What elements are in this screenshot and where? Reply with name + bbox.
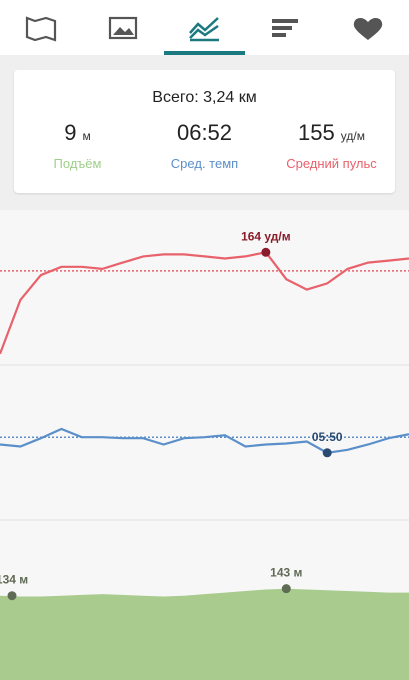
marker-label: 134 м (0, 573, 28, 587)
data-line (0, 251, 409, 355)
pace-value: 06:52 (176, 120, 233, 145)
marker-label: 164 уд/м (241, 229, 291, 243)
marker-label: 143 м (270, 566, 302, 580)
data-line (0, 427, 409, 454)
laps-tab[interactable] (272, 19, 298, 37)
marker (261, 247, 271, 257)
marker (281, 584, 291, 594)
chart-tab[interactable] (189, 17, 219, 42)
tab-icons (25, 16, 383, 55)
climb-unit: м (82, 129, 91, 143)
charts: 164 уд/м 05:50 134 м 143 м (0, 210, 409, 680)
hr-value: 155 (298, 120, 335, 145)
marker (7, 591, 17, 601)
total-distance: Всего: 3,24 км (152, 89, 257, 106)
hr-label: Средний пульс (286, 156, 377, 171)
photo-tab[interactable] (108, 16, 138, 40)
elevation-area (0, 588, 409, 680)
pace-label: Сред. темп (170, 156, 239, 171)
favorite-tab[interactable] (353, 17, 383, 40)
marker-label: 05:50 (312, 430, 343, 444)
climb-label: Подъём (53, 156, 102, 171)
hr-unit: уд/м (340, 129, 365, 143)
climb-value: 9 (64, 120, 77, 145)
map-tab[interactable] (25, 16, 57, 42)
marker (322, 448, 332, 458)
tab-bar (0, 0, 409, 55)
